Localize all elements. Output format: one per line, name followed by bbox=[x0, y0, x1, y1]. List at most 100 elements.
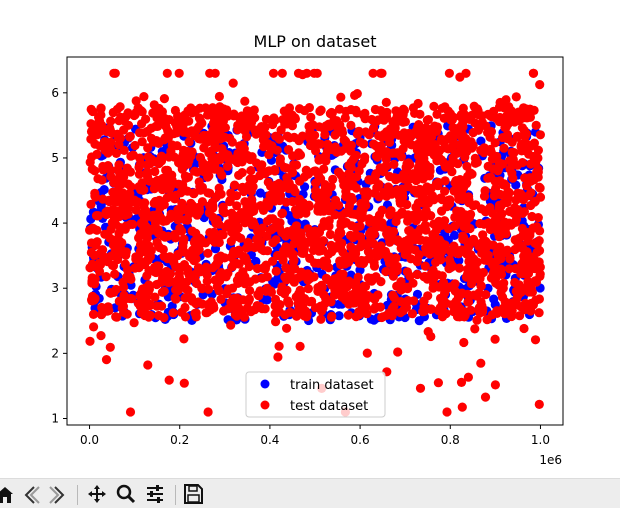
test-point bbox=[196, 117, 206, 127]
test-point bbox=[440, 102, 450, 112]
test-point bbox=[171, 261, 181, 272]
test-point bbox=[125, 131, 135, 141]
test-point bbox=[351, 249, 361, 259]
back-button[interactable] bbox=[18, 483, 44, 509]
test-point bbox=[470, 324, 480, 334]
test-point bbox=[237, 113, 247, 123]
test-point bbox=[357, 159, 367, 169]
test-point bbox=[150, 292, 160, 302]
test-point bbox=[247, 152, 257, 162]
test-point bbox=[231, 211, 241, 221]
test-point bbox=[204, 208, 214, 218]
test-point bbox=[497, 284, 507, 294]
back-icon bbox=[24, 486, 40, 504]
test-point bbox=[164, 152, 174, 162]
test-point bbox=[266, 181, 276, 191]
x-tick-label: 0.6 bbox=[351, 433, 370, 447]
test-point bbox=[376, 277, 386, 287]
test-point bbox=[476, 204, 486, 214]
test-point bbox=[381, 266, 391, 277]
test-point bbox=[392, 281, 402, 291]
test-point bbox=[133, 103, 143, 113]
test-point bbox=[109, 211, 119, 221]
test-point bbox=[308, 245, 318, 255]
test-point bbox=[477, 117, 487, 127]
test-point bbox=[488, 268, 498, 278]
test-point bbox=[505, 254, 515, 264]
home-button[interactable] bbox=[0, 483, 18, 509]
test-point bbox=[94, 112, 104, 122]
pan-button[interactable] bbox=[84, 483, 110, 509]
test-point bbox=[327, 107, 337, 118]
test-point bbox=[193, 208, 203, 218]
test-point bbox=[264, 141, 274, 151]
test-point bbox=[348, 180, 358, 190]
test-point bbox=[512, 160, 523, 170]
test-point bbox=[199, 167, 209, 177]
test-point bbox=[186, 293, 197, 303]
test-point bbox=[218, 230, 228, 240]
test-point bbox=[403, 138, 413, 148]
legend-label-test: test dataset bbox=[290, 399, 368, 414]
configure-subplots-button[interactable] bbox=[142, 483, 168, 509]
test-point bbox=[191, 248, 201, 258]
test-point bbox=[268, 68, 279, 78]
test-point bbox=[480, 392, 491, 402]
sliders-icon bbox=[147, 485, 163, 503]
test-point bbox=[170, 105, 180, 116]
test-point bbox=[105, 342, 115, 352]
legend-marker-test bbox=[260, 400, 270, 410]
test-point bbox=[534, 399, 544, 409]
test-point bbox=[141, 114, 151, 124]
save-button[interactable] bbox=[180, 483, 206, 509]
train-point bbox=[454, 256, 464, 266]
test-point bbox=[364, 214, 374, 224]
test-point bbox=[187, 147, 197, 157]
test-point bbox=[225, 195, 235, 205]
legend-label-train: train dataset bbox=[290, 378, 374, 393]
test-point bbox=[139, 92, 149, 102]
test-point bbox=[252, 263, 263, 274]
test-point bbox=[490, 216, 500, 226]
test-point bbox=[305, 253, 315, 263]
test-point bbox=[334, 200, 344, 210]
test-point bbox=[490, 138, 500, 148]
test-point bbox=[239, 312, 249, 322]
test-point bbox=[511, 92, 521, 102]
test-point bbox=[500, 224, 511, 234]
test-point bbox=[228, 78, 238, 88]
test-point bbox=[255, 286, 265, 296]
test-point bbox=[369, 261, 380, 271]
forward-button[interactable] bbox=[45, 483, 71, 509]
legend-box bbox=[245, 371, 386, 418]
zoom-button[interactable] bbox=[113, 483, 139, 509]
test-point bbox=[92, 225, 102, 235]
test-point bbox=[139, 185, 149, 195]
test-point bbox=[310, 130, 320, 140]
test-point bbox=[364, 273, 374, 284]
test-point bbox=[177, 164, 187, 174]
test-point bbox=[85, 336, 95, 346]
test-point bbox=[85, 263, 95, 273]
test-point bbox=[487, 154, 497, 164]
test-point bbox=[114, 116, 124, 126]
test-point bbox=[337, 273, 347, 284]
test-point bbox=[416, 128, 426, 138]
test-point bbox=[251, 129, 261, 139]
test-point bbox=[152, 175, 163, 185]
test-point bbox=[309, 68, 319, 78]
test-point bbox=[203, 407, 213, 417]
test-point bbox=[119, 145, 129, 155]
test-point bbox=[446, 282, 456, 292]
test-point bbox=[452, 312, 463, 322]
test-point bbox=[461, 179, 471, 189]
test-point bbox=[389, 159, 399, 169]
test-point bbox=[136, 258, 146, 268]
test-point bbox=[117, 188, 127, 198]
test-point bbox=[453, 293, 463, 303]
x-tick-label: 0.8 bbox=[441, 433, 460, 447]
test-point bbox=[463, 297, 473, 307]
test-point bbox=[379, 115, 389, 125]
test-point bbox=[367, 114, 377, 125]
